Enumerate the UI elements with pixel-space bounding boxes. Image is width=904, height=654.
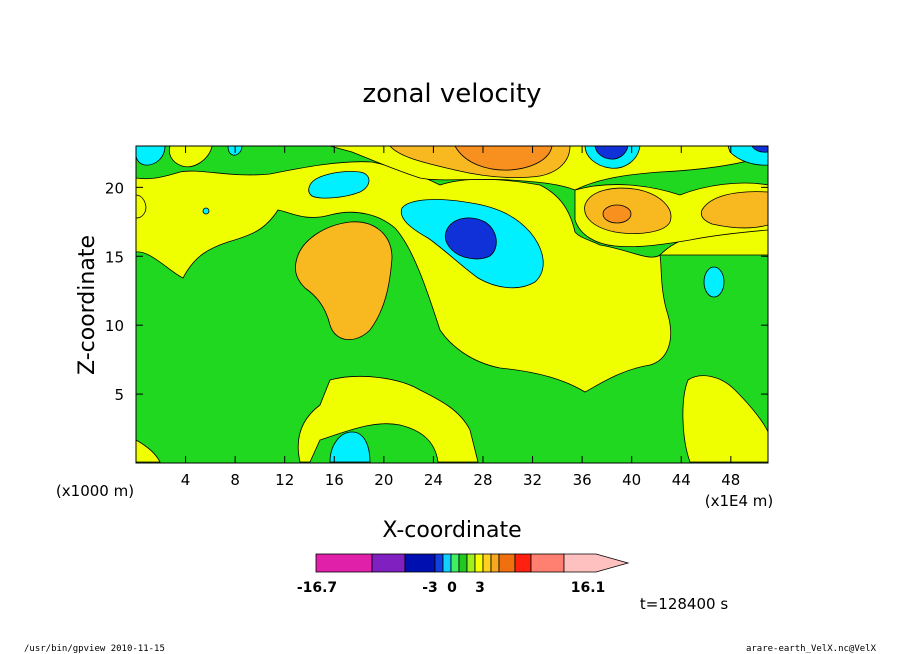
region-light-orange-blob bbox=[295, 221, 393, 340]
x-tick-label: 28 bbox=[473, 471, 492, 489]
x-axis-unit: (x1E4 m) bbox=[705, 492, 774, 510]
colorbar-min-label: -16.7 bbox=[297, 580, 337, 596]
x-axis: 4 8 12 16 20 24 28 32 36 40 44 48 bbox=[181, 146, 740, 489]
x-tick-label: 40 bbox=[622, 471, 641, 489]
colorbar-segment bbox=[458, 553, 468, 573]
colorbar-segment bbox=[371, 553, 406, 573]
y-tick-label: 10 bbox=[105, 317, 124, 335]
colorbar-tick-label: -3 bbox=[422, 580, 438, 596]
x-tick-label: 8 bbox=[230, 471, 240, 489]
region-yellow-right-bottom bbox=[682, 375, 768, 463]
x-tick-label: 48 bbox=[721, 471, 740, 489]
colorbar-segment bbox=[530, 553, 565, 573]
colorbar-segment bbox=[434, 553, 444, 573]
region-blue-top-right bbox=[751, 146, 768, 153]
region-cyan-dot bbox=[202, 207, 210, 215]
contour-field bbox=[136, 146, 768, 463]
x-tick-label: 44 bbox=[672, 471, 691, 489]
y-axis: 5 10 15 20 bbox=[105, 179, 768, 404]
colorbar-segment bbox=[498, 553, 516, 573]
colorbar-segment bbox=[450, 553, 460, 573]
colorbar-segment bbox=[474, 553, 484, 573]
footer-left: /usr/bin/gpview 2010-11-15 bbox=[24, 644, 165, 654]
colorbar-segment bbox=[442, 553, 452, 573]
time-label: t=128400 s bbox=[640, 595, 728, 613]
colorbar-segment bbox=[563, 553, 630, 573]
chart-title: zonal velocity bbox=[362, 79, 541, 109]
x-tick-label: 4 bbox=[181, 471, 191, 489]
region-orange-top-inner bbox=[454, 146, 553, 171]
footer-right: arare-earth_VelX.nc@VelX bbox=[746, 644, 877, 654]
colorbar-segment bbox=[466, 553, 476, 573]
region-cyan-upper-left bbox=[308, 171, 370, 199]
x-tick-label: 24 bbox=[424, 471, 443, 489]
colorbar-tick-label: 0 bbox=[447, 580, 457, 596]
region-orange-spot-right bbox=[602, 204, 632, 224]
x-axis-label: X-coordinate bbox=[382, 518, 521, 543]
y-tick-label: 5 bbox=[114, 386, 124, 404]
plot-frame bbox=[135, 145, 769, 464]
region-yellow-left-edge bbox=[136, 194, 147, 219]
region-light-orange-far-right bbox=[700, 191, 768, 229]
x-tick-label: 32 bbox=[523, 471, 542, 489]
colorbar-segment bbox=[482, 553, 492, 573]
region-yellow-top-left bbox=[168, 146, 213, 168]
region-yellow-center-bottom bbox=[297, 375, 479, 463]
colorbar-segment bbox=[490, 553, 500, 573]
region-blue-core bbox=[444, 217, 497, 260]
x-tick-label: 20 bbox=[374, 471, 393, 489]
y-axis-unit: (x1000 m) bbox=[56, 482, 134, 500]
colorbar-segment bbox=[514, 553, 532, 573]
x-tick-label: 16 bbox=[325, 471, 344, 489]
colorbar-max-label: 16.1 bbox=[571, 580, 606, 596]
colorbar-segment bbox=[404, 553, 436, 573]
colorbar-segment bbox=[315, 553, 373, 573]
y-tick-label: 20 bbox=[105, 179, 124, 197]
x-tick-label: 36 bbox=[573, 471, 592, 489]
region-cyan-bottom bbox=[329, 431, 371, 463]
x-tick-label: 12 bbox=[275, 471, 294, 489]
region-blue-top-mid bbox=[594, 146, 629, 160]
colorbar-tick-label: 3 bbox=[475, 580, 485, 596]
colorbar bbox=[315, 553, 630, 573]
y-tick-label: 15 bbox=[105, 248, 124, 266]
region-cyan-right-small bbox=[703, 266, 725, 298]
y-axis-label: Z-coordinate bbox=[75, 235, 100, 375]
